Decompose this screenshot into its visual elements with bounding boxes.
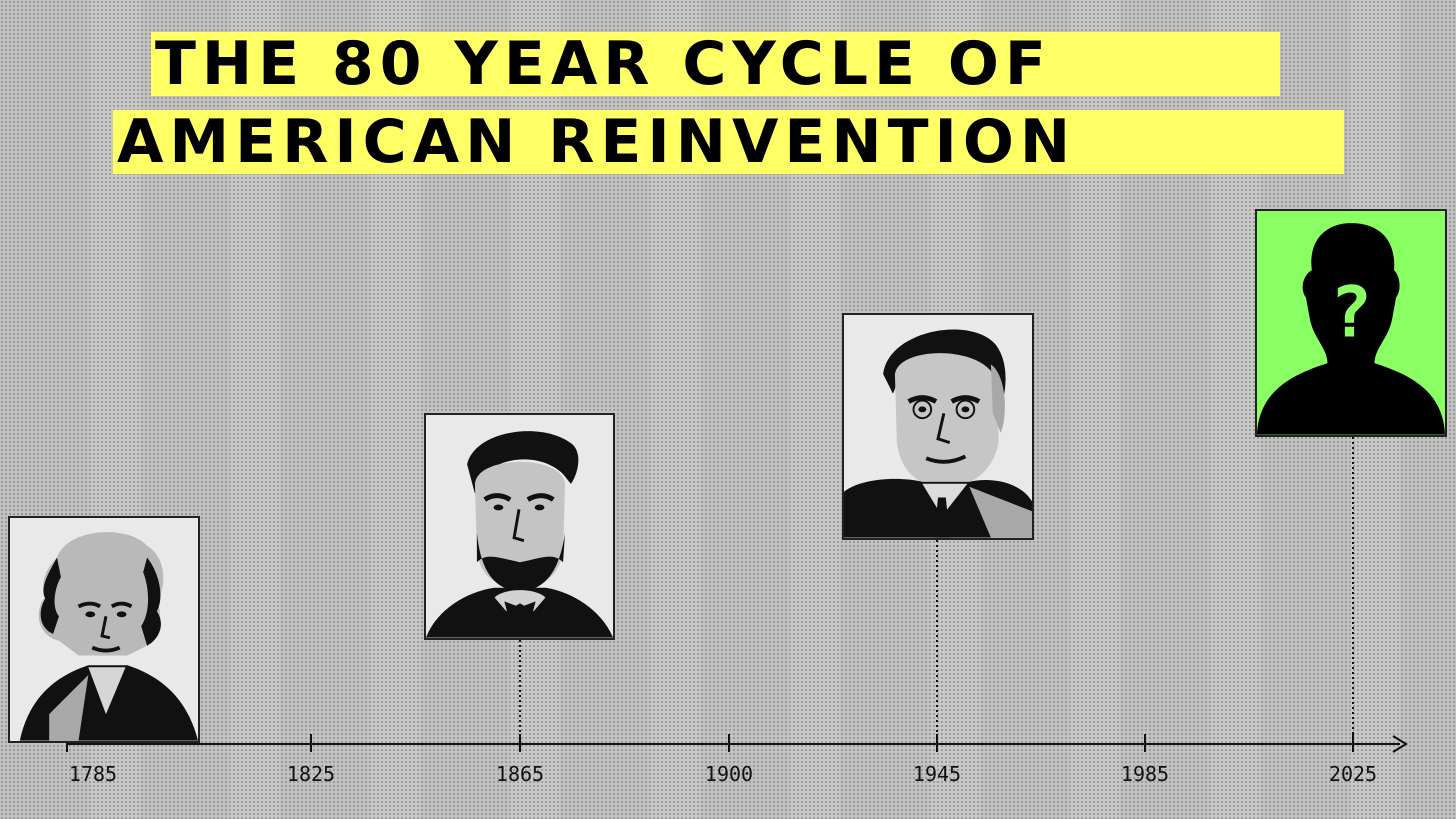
year-label-2025: 2025: [1328, 762, 1378, 786]
year-label-1865: 1865: [495, 762, 545, 786]
roosevelt-portrait-icon: [844, 315, 1032, 538]
title-line-2: AMERICAN REINVENTION: [113, 110, 1344, 174]
title-line-1: THE 80 YEAR CYCLE OF: [151, 32, 1280, 96]
year-label-1785: 1785: [68, 762, 118, 786]
lincoln-portrait-icon: [426, 415, 613, 638]
year-label-1825: 1825: [286, 762, 336, 786]
lincoln-portrait: [424, 413, 615, 640]
unknown-portrait: ?: [1255, 209, 1447, 437]
question-mark: ?: [1330, 272, 1372, 354]
roosevelt-portrait: [842, 313, 1034, 540]
washington-portrait-icon: [10, 518, 198, 741]
year-label-1985: 1985: [1120, 762, 1170, 786]
year-label-1945: 1945: [912, 762, 962, 786]
unknown-silhouette-icon: ?: [1257, 211, 1445, 435]
year-label-1900: 1900: [704, 762, 754, 786]
timeline-arrowhead: [1392, 735, 1408, 753]
washington-portrait: [8, 516, 200, 743]
